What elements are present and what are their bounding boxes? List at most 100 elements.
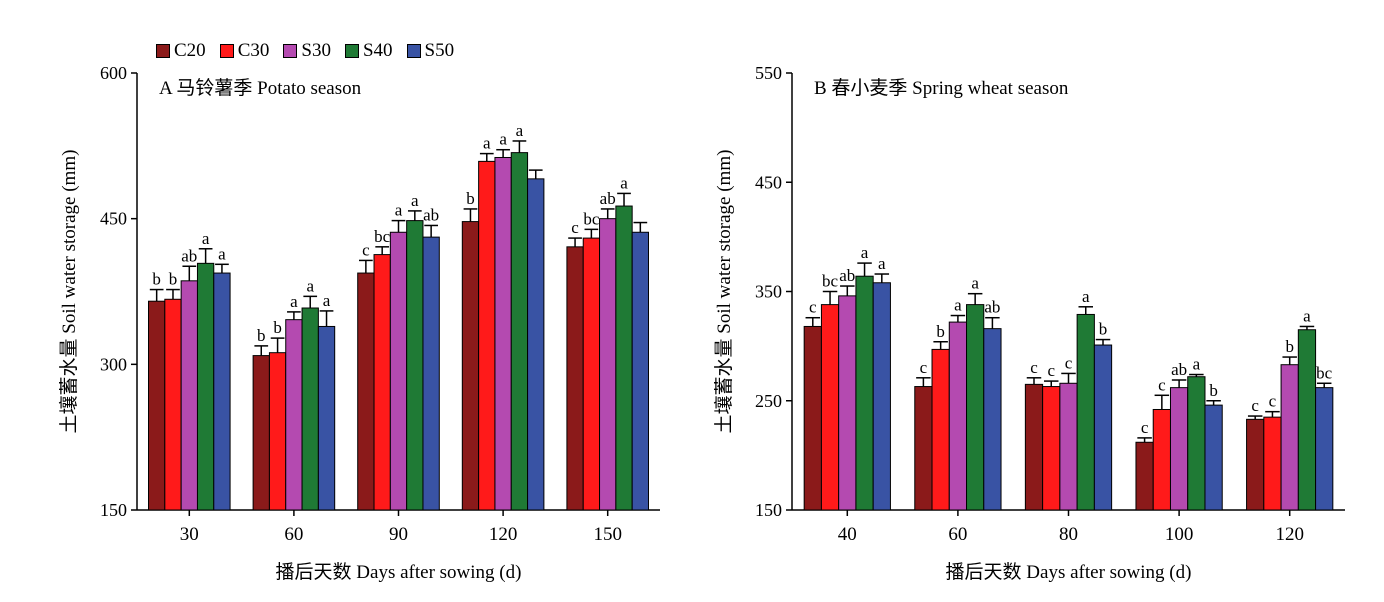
bar-b-c30 — [1152, 408, 1171, 511]
y-tick-label-a: 300 — [100, 354, 127, 374]
significance-label-b: bc — [822, 272, 839, 291]
bar-b-c30 — [1263, 416, 1282, 511]
legend-item-c30: C30 — [219, 40, 269, 62]
bar-a-s40 — [301, 307, 319, 511]
significance-label-b: c — [809, 298, 817, 317]
bar-a-s30 — [285, 319, 303, 511]
bar-a-s40 — [510, 152, 529, 511]
x-tick-label-b: 100 — [1165, 524, 1194, 545]
y-tick-label-a: 600 — [100, 63, 127, 83]
significance-label-b: a — [1303, 306, 1311, 325]
bar-a-s50 — [213, 272, 231, 511]
bar-a-c20 — [148, 300, 166, 511]
bar-a-c30 — [478, 160, 496, 511]
bar-b-c20 — [1024, 383, 1044, 511]
legend-swatch-s50 — [406, 44, 421, 58]
x-tick-label-a: 120 — [489, 524, 518, 545]
bar-b-c30 — [931, 348, 950, 511]
legend-swatch-c30 — [219, 44, 234, 58]
bar-b-s50 — [1093, 344, 1113, 511]
significance-label-a: a — [290, 292, 298, 311]
significance-label-b: ab — [839, 266, 855, 285]
bar-a-s30 — [494, 156, 512, 511]
bar-a-s30 — [599, 218, 617, 511]
significance-label-a: b — [257, 326, 266, 345]
significance-label-b: c — [1269, 392, 1277, 411]
bar-a-c20 — [566, 246, 584, 511]
significance-label-a: ab — [600, 189, 616, 208]
x-tick-label-a: 90 — [389, 524, 408, 545]
significance-label-b: c — [1141, 418, 1149, 437]
significance-label-b: c — [1065, 353, 1073, 372]
significance-label-a: a — [620, 173, 628, 192]
bar-a-s30 — [180, 280, 198, 511]
bar-b-c20 — [914, 386, 933, 511]
bar-a-c30 — [373, 254, 391, 511]
legend-label-s40: S40 — [362, 40, 393, 61]
y-tick-label-a: 450 — [100, 209, 127, 229]
x-axis-label-a: 播后天数 Days after sowing (d) — [276, 561, 522, 583]
significance-label-a: b — [152, 270, 161, 289]
significance-label-b: b — [1099, 320, 1108, 339]
significance-label-b: a — [861, 243, 869, 262]
bar-b-c20 — [1135, 441, 1154, 511]
significance-label-a: a — [202, 229, 210, 248]
y-tick-label-b: 450 — [755, 172, 782, 192]
bar-b-s40 — [855, 275, 874, 511]
bar-a-s40 — [615, 205, 633, 511]
bar-b-s40 — [1187, 376, 1206, 511]
x-tick-label-a: 30 — [180, 524, 199, 545]
y-tick-label-b: 350 — [755, 282, 782, 302]
bar-a-c30 — [268, 352, 287, 511]
bar-b-c30 — [820, 304, 840, 511]
significance-label-a: c — [571, 218, 579, 237]
x-tick-label-b: 60 — [948, 524, 967, 545]
bar-b-c30 — [1042, 386, 1061, 511]
x-tick-label-a: 150 — [593, 524, 622, 545]
y-tick-label-b: 150 — [755, 500, 782, 520]
significance-label-a: ab — [423, 205, 439, 224]
significance-label-a: a — [395, 201, 403, 220]
legend-label-s50: S50 — [424, 40, 455, 61]
legend-item-s50: S50 — [406, 40, 455, 62]
significance-label-b: c — [920, 358, 928, 377]
significance-label-a: a — [411, 191, 419, 210]
legend: C20 C30 S30 S40 S50 — [156, 40, 454, 62]
x-axis-label-b: 播后天数 Days after sowing (d) — [946, 561, 1192, 583]
bar-b-s30 — [1280, 364, 1299, 511]
bar-a-s50 — [527, 178, 545, 511]
significance-label-b: a — [1082, 287, 1090, 306]
bar-a-s40 — [196, 262, 215, 511]
legend-label-c20: C20 — [174, 40, 206, 61]
significance-label-a: a — [323, 291, 331, 310]
significance-label-b: ab — [1171, 360, 1187, 379]
significance-label-b: b — [936, 322, 945, 341]
y-axis-label-b: 土壤蓄水量 Soil water storage (mm) — [713, 150, 735, 434]
legend-label-s30: S30 — [301, 40, 331, 61]
significance-label-a: a — [516, 121, 524, 140]
bar-a-s50 — [422, 236, 440, 511]
bar-b-s30 — [838, 295, 857, 511]
legend-swatch-c20 — [156, 44, 170, 58]
bar-b-s40 — [1076, 313, 1095, 511]
x-tick-label-b: 120 — [1275, 524, 1304, 545]
bar-b-c20 — [1246, 418, 1265, 511]
significance-label-a: bc — [583, 209, 600, 228]
legend-item-s30: S30 — [283, 40, 331, 62]
bar-a-s30 — [389, 231, 408, 511]
significance-label-a: b — [273, 318, 282, 337]
bar-a-s50 — [317, 325, 336, 511]
bar-a-c30 — [582, 237, 601, 511]
bar-a-c20 — [461, 221, 480, 511]
bar-a-s40 — [406, 220, 424, 511]
bar-a-c20 — [357, 272, 375, 511]
significance-label-b: b — [1285, 337, 1294, 356]
significance-label-b: c — [1047, 361, 1055, 380]
significance-label-b: a — [971, 274, 979, 293]
significance-label-b: c — [1251, 396, 1259, 415]
bar-b-s50 — [1315, 387, 1334, 511]
legend-item-c20: C20 — [156, 40, 206, 62]
bar-b-s30 — [1059, 382, 1078, 511]
